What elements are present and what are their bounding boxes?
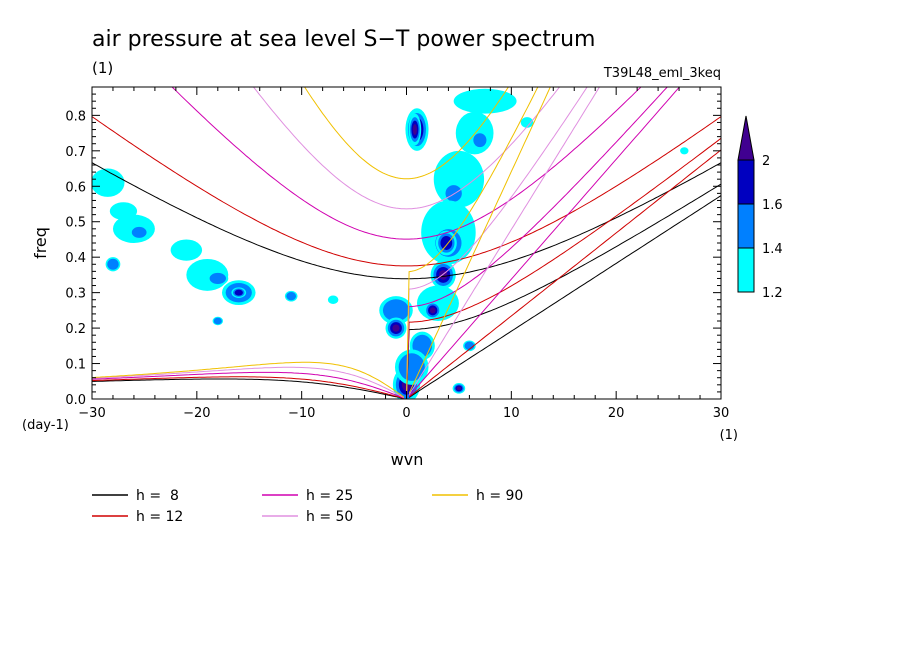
rossby-curve-h12 bbox=[92, 376, 405, 399]
x-tick-label: 20 bbox=[608, 406, 625, 421]
mrg-curve-h50 bbox=[92, 87, 588, 399]
ig-curve-h50 bbox=[252, 87, 561, 210]
chart-title: air pressure at sea level S−T power spec… bbox=[92, 27, 595, 52]
rossby-curve-h50 bbox=[92, 366, 405, 399]
chart-subtitle-right: T39L48_eml_3keq bbox=[603, 66, 721, 81]
contour-blob-31-level-1 bbox=[327, 295, 339, 304]
x-tick-label: −10 bbox=[288, 406, 315, 421]
colorbar-segment-2 bbox=[737, 159, 755, 205]
kelvin-curve-h50 bbox=[408, 87, 601, 396]
legend: h = 8 h = 12 h = 25 h = 50 h = 90 bbox=[92, 488, 523, 525]
x-tick-label: 10 bbox=[503, 406, 520, 421]
colorbar-extend-arrow bbox=[737, 115, 755, 161]
chart-subtitle-left: (1) bbox=[92, 59, 113, 77]
axis-ticks: −30 −20 −10 0 10 20 30 0.0 0.1 0.2 0.3 0.4 0.5 0.6 0.7… bbox=[65, 87, 729, 421]
colorbar-segment-1 bbox=[737, 203, 755, 249]
x-axis-label: wvn bbox=[391, 450, 424, 469]
mrg-curve-h8 bbox=[92, 183, 721, 399]
rossby-curve-h90 bbox=[92, 361, 405, 398]
contour-blob-9-level-3 bbox=[440, 236, 453, 250]
colorbar: 1.2 1.4 1.6 2 bbox=[737, 115, 783, 301]
ig-curve-h90 bbox=[304, 87, 509, 180]
x-tick-label: 30 bbox=[713, 406, 730, 421]
colorbar-label: 1.4 bbox=[762, 242, 783, 257]
contour-blob-30-level-2 bbox=[213, 317, 222, 325]
legend-label-h12: h = 12 bbox=[136, 509, 183, 525]
y-axis-label: freq bbox=[31, 227, 50, 259]
contour-blob-4-level-2 bbox=[473, 133, 487, 148]
mrg-curve-h25 bbox=[92, 87, 668, 399]
y-axis-unit: (day-1) bbox=[22, 418, 69, 433]
mrg-curve-h12 bbox=[92, 137, 721, 399]
contour-blob-14-level-4 bbox=[392, 324, 400, 332]
kelvin-curve-h12 bbox=[408, 149, 721, 398]
y-tick-label: 0.1 bbox=[65, 358, 86, 373]
contour-blob-12-level-4 bbox=[429, 307, 436, 314]
contour-blob-18-level-4 bbox=[456, 386, 462, 391]
legend-label-h90: h = 90 bbox=[476, 488, 523, 504]
y-tick-label: 0.4 bbox=[65, 251, 86, 266]
y-tick-label: 0.2 bbox=[65, 322, 86, 337]
rossby-curve-h8 bbox=[92, 378, 404, 399]
y-tick-label: 0.6 bbox=[65, 180, 86, 195]
x-axis-unit: (1) bbox=[720, 428, 738, 443]
colorbar-segment-0 bbox=[737, 247, 755, 293]
mrg-curve-h90 bbox=[92, 87, 539, 399]
x-tick-label: −30 bbox=[78, 406, 105, 421]
contour-blob-1-level-4 bbox=[412, 124, 418, 135]
contour-blob-28-level-3 bbox=[234, 289, 243, 296]
y-tick-label: 0.8 bbox=[65, 109, 86, 124]
legend-label-h50: h = 50 bbox=[306, 509, 353, 525]
contour-blob-26-level-2 bbox=[209, 272, 226, 284]
kelvin-curve-h25 bbox=[408, 87, 681, 397]
colorbar-label: 2 bbox=[762, 154, 770, 169]
colorbar-label: 1.2 bbox=[762, 286, 783, 301]
legend-label-h25: h = 25 bbox=[306, 488, 353, 504]
ig-curve-h12 bbox=[92, 116, 721, 267]
colorbar-label: 1.6 bbox=[762, 198, 783, 213]
contour-blob-22-level-1 bbox=[92, 168, 125, 197]
contour-blob-33-level-1 bbox=[520, 117, 534, 128]
contour-blob-29-level-2 bbox=[286, 292, 297, 301]
y-tick-label: 0.3 bbox=[65, 287, 86, 302]
rossby-curve-h25 bbox=[92, 371, 405, 399]
ig-curve-h25 bbox=[171, 87, 642, 240]
kelvin-curve-h90 bbox=[408, 87, 551, 394]
contour-blob-34-level-1 bbox=[680, 147, 689, 155]
y-tick-label: 0.7 bbox=[65, 145, 86, 160]
y-tick-label: 0.5 bbox=[65, 216, 86, 231]
ig-curve-h8 bbox=[92, 162, 721, 280]
contour-blob-6-level-2 bbox=[445, 185, 462, 202]
contour-blob-24-level-1 bbox=[170, 239, 203, 261]
y-tick-label: 0.0 bbox=[65, 393, 86, 408]
contour-blob-23-level-2 bbox=[107, 258, 119, 270]
contour-blob-21-level-2 bbox=[131, 226, 147, 238]
kelvin-curve-h8 bbox=[408, 195, 721, 398]
contour-blob-32-level-1 bbox=[109, 202, 138, 220]
contour-blob-19-level-2 bbox=[464, 341, 475, 350]
contour-fill-layer bbox=[92, 88, 689, 399]
x-tick-label: −20 bbox=[183, 406, 210, 421]
x-tick-label: 0 bbox=[402, 406, 410, 421]
contour-blob-2-level-1 bbox=[453, 88, 517, 114]
legend-label-h8: h = 8 bbox=[136, 488, 179, 504]
dispersion-curve-layer bbox=[92, 87, 721, 399]
contour-blob-13-level-2 bbox=[382, 299, 410, 322]
